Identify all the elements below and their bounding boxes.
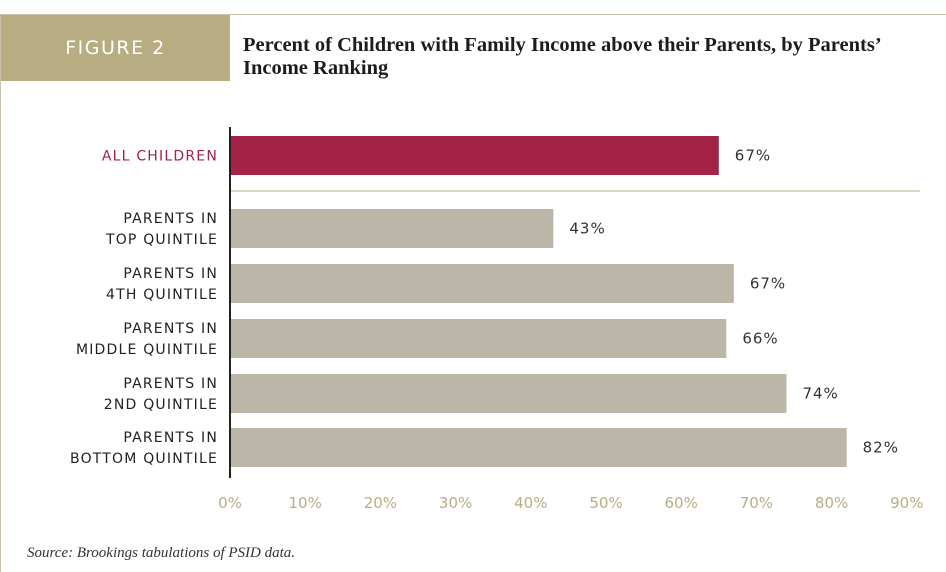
data-label: 43% bbox=[569, 220, 605, 238]
data-label: 66% bbox=[742, 330, 778, 348]
x-tick-label: 80% bbox=[815, 494, 848, 512]
x-tick-label: 0% bbox=[218, 494, 242, 512]
category-label: 2ND QUINTILE bbox=[104, 397, 218, 413]
category-label: PARENTS IN bbox=[123, 266, 218, 282]
x-tick-label: 50% bbox=[589, 494, 622, 512]
category-label: MIDDLE QUINTILE bbox=[76, 342, 218, 358]
x-tick-label: 40% bbox=[514, 494, 547, 512]
x-tick-label: 70% bbox=[740, 494, 773, 512]
bar bbox=[230, 374, 787, 413]
bar bbox=[230, 319, 727, 358]
source-note: Source: Brookings tabulations of PSID da… bbox=[27, 545, 296, 561]
data-label: 74% bbox=[802, 385, 838, 403]
figure-frame bbox=[0, 14, 946, 572]
category-label: TOP QUINTILE bbox=[105, 232, 218, 248]
data-label: 67% bbox=[735, 147, 771, 165]
bar bbox=[230, 136, 719, 175]
category-label: 4TH QUINTILE bbox=[106, 287, 218, 303]
category-label: PARENTS IN bbox=[123, 430, 218, 446]
bar bbox=[230, 428, 847, 467]
x-tick-label: 20% bbox=[364, 494, 397, 512]
category-label: PARENTS IN bbox=[123, 321, 218, 337]
chart-title: Percent of Children with Family Income a… bbox=[243, 34, 881, 79]
bar bbox=[230, 209, 554, 248]
data-label: 67% bbox=[750, 275, 786, 293]
x-tick-label: 10% bbox=[289, 494, 322, 512]
category-label: ALL CHILDREN bbox=[102, 149, 218, 165]
category-label: BOTTOM QUINTILE bbox=[70, 451, 218, 467]
data-label: 82% bbox=[863, 439, 899, 457]
bar bbox=[230, 264, 734, 303]
x-tick-label: 30% bbox=[439, 494, 472, 512]
category-label: PARENTS IN bbox=[123, 376, 218, 392]
category-label: PARENTS IN bbox=[123, 211, 218, 227]
x-tick-label: 60% bbox=[665, 494, 698, 512]
x-tick-label: 90% bbox=[890, 494, 923, 512]
figure-label: FIGURE 2 bbox=[1, 15, 230, 81]
